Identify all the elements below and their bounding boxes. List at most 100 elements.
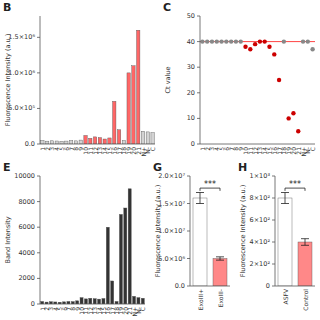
point (282, 39, 286, 43)
point (267, 45, 271, 49)
y-axis (275, 176, 276, 286)
error-bar (305, 239, 306, 246)
panel: EBand Intensity0200040006000800010000123… (3, 161, 146, 317)
error-cap (281, 192, 289, 193)
point (215, 39, 219, 43)
y-tick-label: 6000 (18, 223, 35, 231)
y-tick (37, 176, 40, 177)
bar (117, 130, 120, 144)
x-tick-label: C (139, 307, 146, 311)
y-tick (272, 198, 275, 199)
point (219, 39, 223, 43)
point (286, 116, 290, 120)
y-tick (197, 118, 200, 119)
error-cap (196, 203, 204, 204)
panel: HFluorescence Intensity (a.u.)02×10²4×10… (238, 161, 315, 311)
error-cap (216, 260, 224, 261)
bar (133, 296, 136, 304)
y-axis (40, 16, 41, 144)
bar (128, 189, 131, 304)
x-axis (200, 144, 315, 145)
y-tick-label: 1.5×10⁷ (158, 200, 185, 208)
bar (113, 101, 116, 144)
bar (193, 198, 207, 286)
panel: CCt value0102030405012345678910111213141… (163, 1, 316, 157)
y-tick-label: 10 (187, 114, 195, 122)
error-cap (281, 203, 289, 204)
bar (50, 141, 53, 144)
point (234, 39, 238, 43)
y-tick (187, 176, 190, 177)
bar (89, 138, 92, 144)
bar (79, 140, 82, 144)
point (301, 39, 305, 43)
bar (46, 141, 49, 144)
y-tick-label: 4×10² (250, 238, 271, 246)
point (310, 47, 314, 51)
y-tick-label: 4000 (18, 249, 35, 257)
bar (76, 301, 79, 304)
y-tick-label: 1.0×10⁶ (8, 69, 35, 77)
point (262, 39, 266, 43)
error-cap (196, 192, 204, 193)
y-tick (37, 72, 40, 73)
y-tick-label: 0.0 (175, 282, 185, 290)
bar (106, 227, 109, 304)
y-tick-label: 2×10² (250, 260, 271, 268)
y-tick-label: 30 (187, 63, 195, 71)
marks (193, 193, 227, 287)
bar (111, 281, 114, 304)
y-tick-label: 0.0 (25, 140, 35, 148)
y-tick (197, 92, 200, 93)
x-axis (190, 286, 230, 287)
x-tick-label: ExoIII+ (197, 289, 204, 310)
bar (122, 140, 125, 144)
y-tick (37, 201, 40, 202)
point (239, 39, 243, 43)
panel-title: B (3, 1, 11, 14)
x-tick-label: C (149, 147, 156, 151)
point (210, 39, 214, 43)
bar (213, 259, 227, 287)
y-axis-label: Ct value (164, 67, 172, 94)
bar (80, 298, 83, 304)
point (243, 45, 247, 49)
y-tick (272, 220, 275, 221)
y-axis-label: Band Intensity (4, 216, 12, 263)
bar (69, 141, 72, 144)
y-tick (37, 37, 40, 38)
bar (93, 299, 96, 304)
x-tick-label: ExoIII- (217, 289, 224, 307)
y-tick (187, 258, 190, 259)
y-tick-label: 1.0×10⁷ (158, 227, 185, 235)
bar (84, 299, 87, 304)
point (272, 52, 276, 56)
point (248, 47, 252, 51)
y-tick (37, 304, 40, 305)
y-tick (37, 227, 40, 228)
marks (200, 39, 315, 133)
y-tick (37, 252, 40, 253)
point (291, 111, 295, 115)
bar (103, 139, 106, 144)
point (253, 42, 257, 46)
marks (41, 189, 145, 304)
bar (137, 30, 140, 144)
y-tick-label: 6×10² (250, 216, 271, 224)
y-tick-label: 10000 (14, 172, 35, 180)
y-tick-label: 1×10³ (250, 172, 271, 180)
y-axis-label: Fluorescence Intensity (a.u.) (239, 185, 247, 278)
figure: BFluorescence Intensity (a.u.)0.05.0×10⁵… (0, 0, 320, 320)
bar (89, 298, 92, 304)
error-bar (200, 193, 201, 204)
y-tick (197, 16, 200, 17)
bar (93, 137, 96, 144)
y-tick-label: 2000 (18, 274, 35, 282)
y-tick-label: 50 (187, 12, 195, 20)
bar (146, 132, 149, 144)
y-tick-label: 2.0×10⁷ (158, 172, 185, 180)
error-cap (301, 245, 309, 246)
y-tick (197, 41, 200, 42)
bar (298, 242, 312, 286)
y-tick (37, 144, 40, 145)
